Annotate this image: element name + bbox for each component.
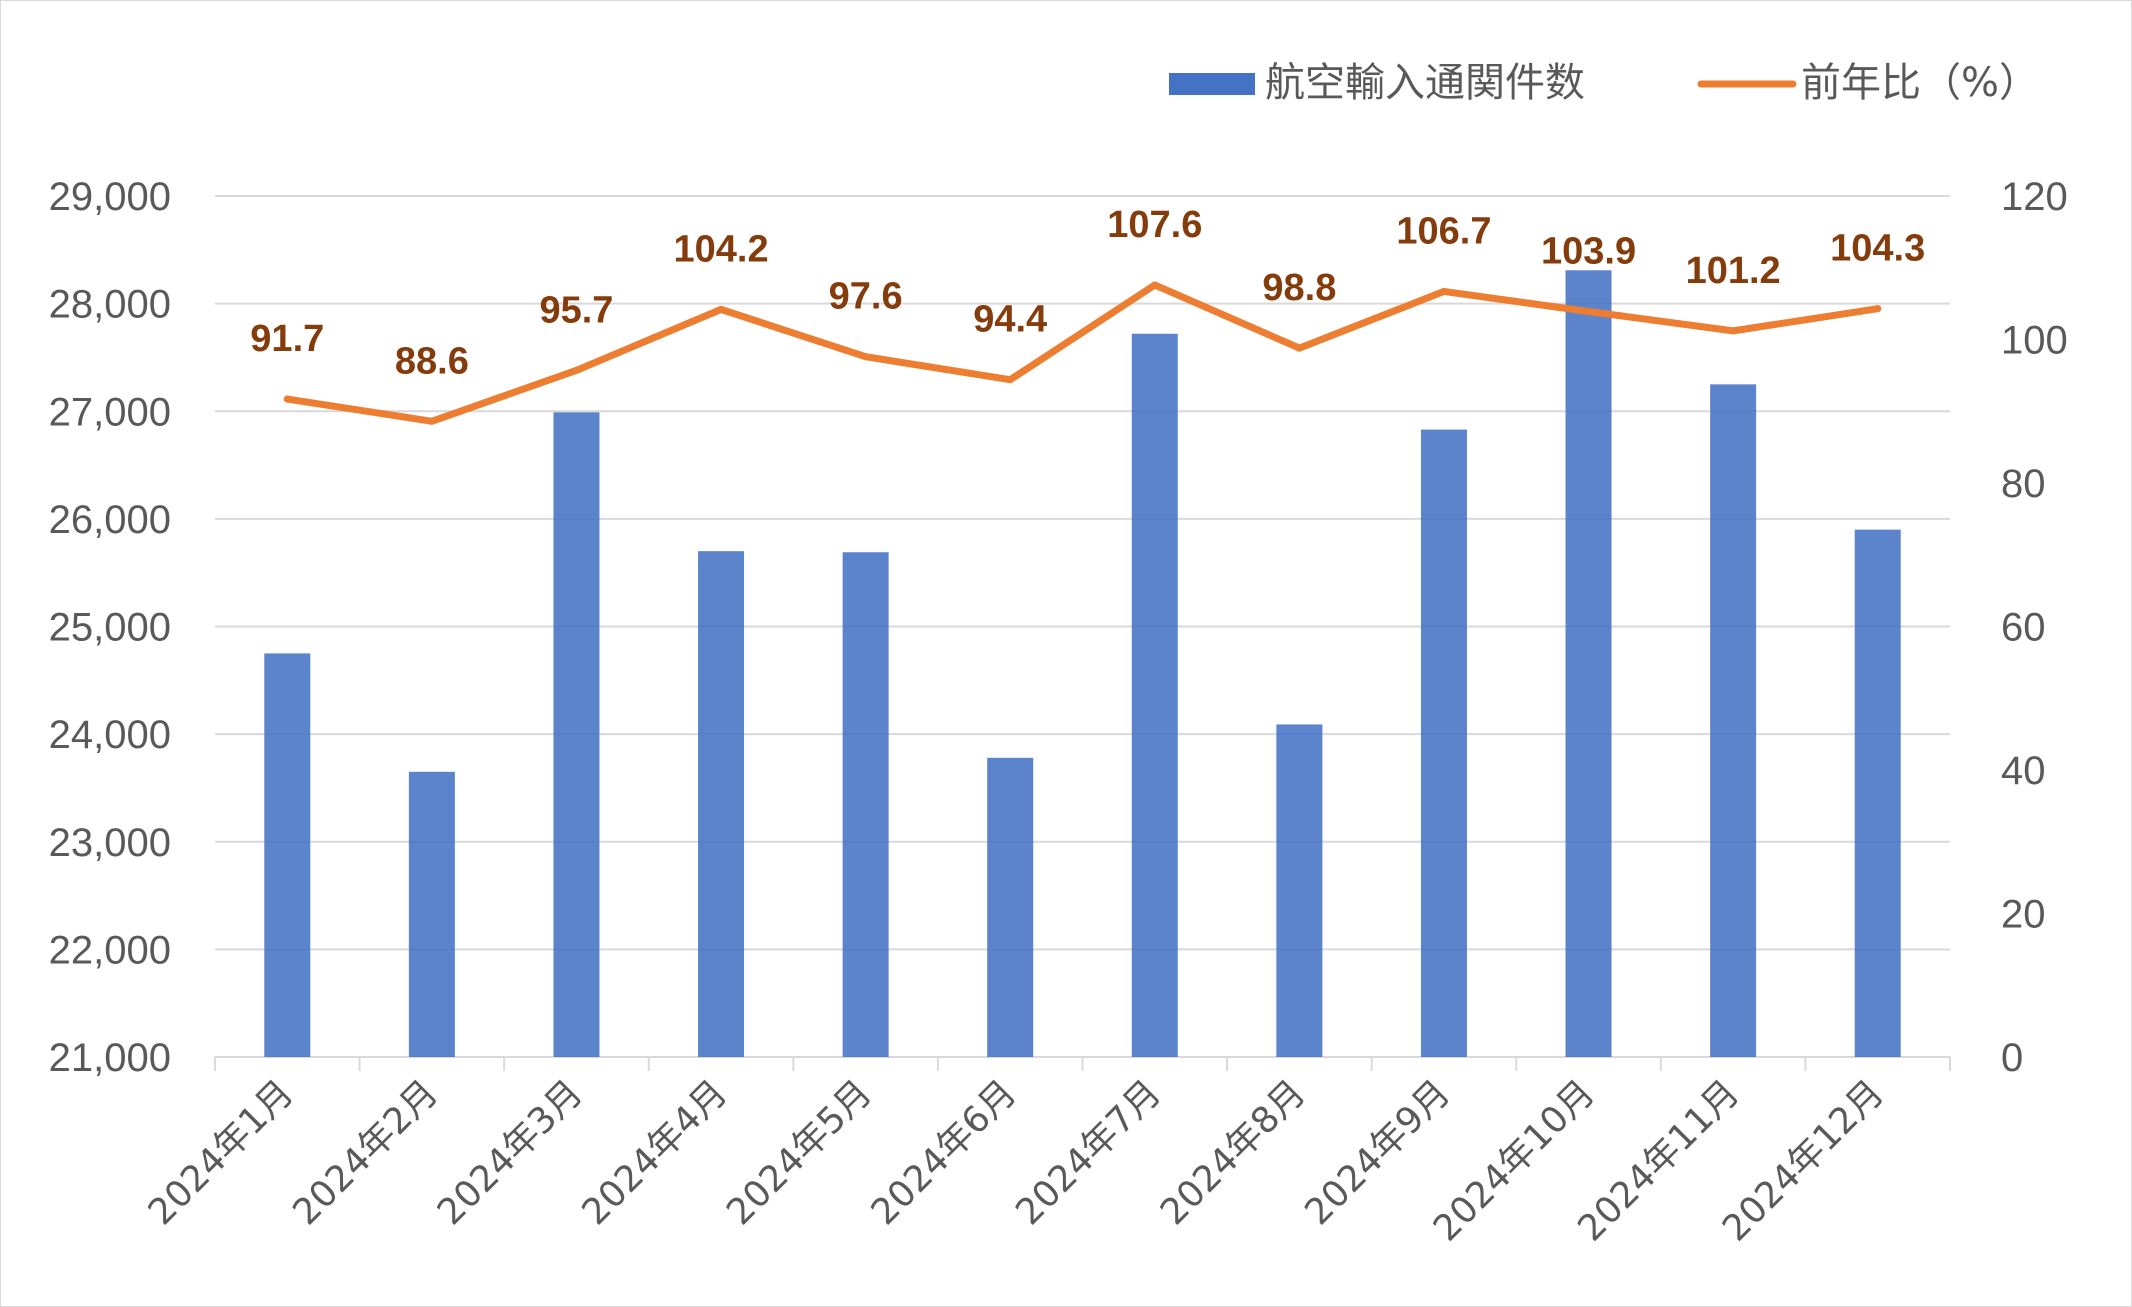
data-label: 107.6 — [1107, 204, 1202, 246]
data-label: 104.2 — [673, 228, 768, 270]
data-label: 98.8 — [1262, 267, 1336, 309]
data-label: 91.7 — [250, 318, 324, 360]
bar — [842, 552, 889, 1057]
y-left-tick-label: 23,000 — [49, 821, 171, 865]
bar — [1565, 270, 1612, 1058]
bar — [1854, 529, 1901, 1057]
x-tick-label: 2024年6月 — [864, 1072, 1025, 1233]
y-left-tick-label: 27,000 — [49, 390, 171, 434]
data-label: 94.4 — [973, 299, 1047, 341]
line-point — [283, 395, 291, 403]
line-point — [1151, 281, 1159, 289]
bar — [553, 412, 600, 1057]
line-path — [283, 281, 1882, 425]
x-axis — [214, 1056, 1951, 1071]
line-series — [283, 281, 1882, 425]
left-y-axis: 21,000 22,000 23,000 24,000 25,000 26,000 27,0… — [49, 175, 171, 1080]
line-point — [428, 417, 436, 425]
y-right-tick-label: 60 — [2001, 606, 2046, 650]
x-tick-label: 2024年4月 — [575, 1072, 736, 1233]
bar — [987, 757, 1034, 1057]
data-label: 106.7 — [1396, 210, 1491, 252]
data-label: 103.9 — [1541, 231, 1636, 273]
bar — [264, 653, 311, 1057]
line-point — [717, 305, 725, 313]
y-right-tick-label: 40 — [2001, 749, 2046, 793]
y-right-tick-label: 20 — [2001, 893, 2046, 937]
x-tick-label: 2024年2月 — [285, 1072, 446, 1233]
line-point — [862, 353, 870, 361]
bar — [1710, 384, 1757, 1057]
y-left-tick-label: 29,000 — [49, 175, 171, 219]
x-tick-label: 2024年5月 — [719, 1072, 880, 1233]
line-point — [1729, 327, 1737, 335]
bar — [408, 771, 455, 1057]
y-left-tick-label: 21,000 — [49, 1036, 171, 1080]
x-tick-label: 2024年1月 — [141, 1072, 302, 1233]
bar — [1420, 429, 1467, 1057]
y-left-tick-label: 28,000 — [49, 283, 171, 327]
legend-swatch-bar — [1169, 73, 1255, 95]
x-tick-label: 2024年3月 — [430, 1072, 591, 1233]
data-label: 101.2 — [1686, 250, 1781, 292]
data-label: 104.3 — [1830, 228, 1925, 270]
data-labels: 91.7 88.6 95.7 104.2 97.6 94.4 107.6 98.8 106.7 1… — [250, 204, 1925, 382]
line-point — [1006, 376, 1014, 384]
y-right-tick-label: 0 — [2001, 1036, 2023, 1080]
x-tick-label: 2024年8月 — [1153, 1072, 1314, 1233]
y-right-tick-label: 120 — [2001, 175, 2068, 219]
line-point — [572, 366, 580, 374]
bar-series — [264, 270, 1901, 1058]
line-point — [1295, 344, 1303, 352]
x-tick-label: 2024年9月 — [1297, 1072, 1458, 1233]
bar — [1276, 724, 1323, 1057]
bar — [1131, 333, 1178, 1057]
line-point — [1874, 305, 1882, 313]
y-right-tick-label: 100 — [2001, 319, 2068, 363]
legend-label-bar: 航空輸入通関件数 — [1265, 60, 1585, 106]
line-point — [1585, 308, 1593, 316]
data-label: 88.6 — [395, 340, 469, 382]
data-label: 95.7 — [539, 289, 613, 331]
gridlines — [215, 195, 1950, 951]
y-left-tick-label: 26,000 — [49, 498, 171, 542]
legend-label-line: 前年比（%） — [1801, 60, 2039, 106]
y-left-tick-label: 25,000 — [49, 606, 171, 650]
x-tick-label: 2024年7月 — [1008, 1072, 1169, 1233]
y-left-tick-label: 24,000 — [49, 713, 171, 757]
y-right-tick-label: 80 — [2001, 462, 2046, 506]
right-y-axis: 0 20 40 60 80 100 120 — [2001, 175, 2068, 1080]
legend: 航空輸入通関件数 前年比（%） — [1169, 60, 2039, 106]
bar — [698, 551, 745, 1057]
x-tick-labels: 2024年1月2024年2月2024年3月2024年4月2024年5月2024年… — [141, 1072, 1892, 1249]
line-point — [1440, 287, 1448, 295]
data-label: 97.6 — [829, 276, 903, 318]
y-left-tick-label: 22,000 — [49, 928, 171, 972]
